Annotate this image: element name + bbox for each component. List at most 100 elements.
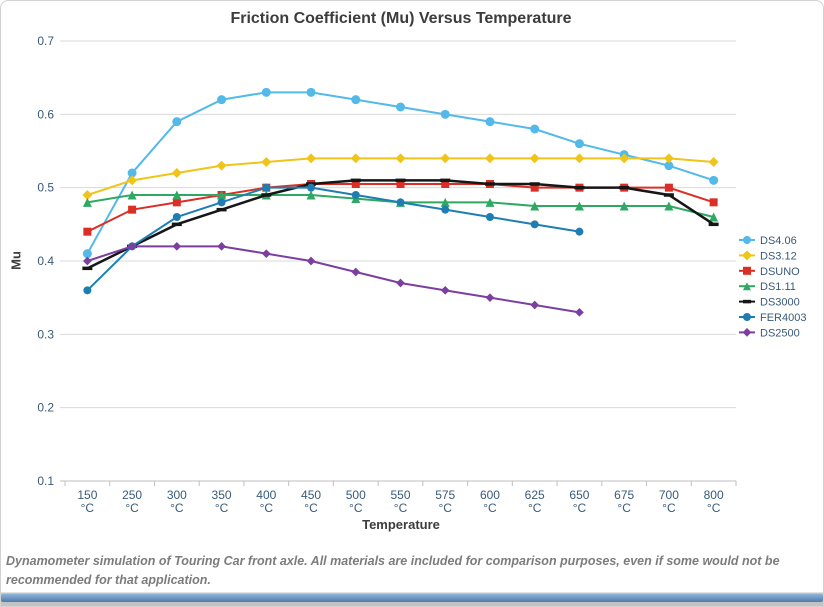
dash-marker — [82, 266, 93, 271]
diamond-marker — [574, 153, 585, 164]
circle-marker — [217, 95, 227, 105]
diamond-marker — [742, 328, 752, 337]
legend-item-DS1.11: DS1.11 — [739, 281, 796, 293]
diamond-marker — [619, 153, 630, 164]
diamond-marker — [217, 241, 226, 251]
y-tick-label: 0.6 — [37, 107, 54, 121]
square-marker — [396, 180, 405, 188]
circle-marker — [396, 198, 405, 207]
x-tick-label: 700 °C — [659, 488, 679, 515]
series-FER4003 — [83, 183, 584, 295]
square-marker — [83, 227, 92, 236]
legend-label: FER4003 — [760, 312, 806, 324]
horizontal-scrollbar[interactable] — [1, 594, 823, 602]
series-line — [87, 245, 580, 314]
diamond-marker — [440, 153, 451, 164]
square-marker — [664, 183, 673, 192]
x-tick-label: 150 °C — [77, 488, 97, 515]
triangle-marker — [172, 190, 182, 200]
diamond-marker — [529, 153, 540, 164]
circle-marker — [217, 198, 226, 207]
diamond-marker — [742, 250, 752, 261]
diamond-marker — [261, 157, 272, 167]
dash-marker — [743, 299, 751, 304]
legend-item-FER4003: FER4003 — [739, 312, 806, 324]
triangle-marker — [530, 201, 540, 211]
diamond-marker — [350, 153, 361, 164]
circle-marker — [307, 183, 316, 192]
diamond-marker — [395, 153, 406, 164]
diamond-marker — [396, 278, 405, 288]
square-marker — [743, 266, 751, 275]
x-tick-label: 575 °C — [435, 488, 455, 515]
dash-marker — [171, 222, 182, 227]
triangle-marker — [485, 197, 495, 207]
dash-marker — [529, 182, 540, 186]
series-DS3000 — [82, 178, 719, 271]
dash-marker — [574, 185, 585, 190]
circle-marker — [485, 213, 494, 221]
diamond-marker — [440, 285, 450, 295]
x-tick-label: 600 °C — [480, 488, 500, 515]
legend-item-DSUNO: DSUNO — [739, 266, 800, 278]
legend-item-DS4.06: DS4.06 — [739, 235, 797, 247]
dash-marker — [261, 193, 272, 197]
circle-marker — [172, 213, 181, 221]
series-lines — [82, 87, 719, 317]
x-axis-title: Temperature — [362, 517, 440, 532]
y-tick-label: 0.3 — [37, 327, 54, 341]
triangle-marker — [306, 190, 316, 200]
circle-marker — [306, 87, 316, 97]
circle-marker — [261, 87, 271, 97]
circle-marker — [575, 227, 584, 236]
circle-marker — [82, 249, 92, 259]
triangle-marker — [574, 201, 584, 211]
legend-label: DS4.06 — [760, 235, 797, 247]
triangle-marker — [217, 190, 227, 200]
circle-marker — [441, 205, 450, 214]
diamond-marker — [530, 300, 540, 310]
diamond-marker — [172, 241, 182, 251]
legend-label: DS1.11 — [760, 281, 796, 293]
circle-marker — [396, 102, 405, 112]
x-tick-label: 250 °C — [122, 488, 142, 515]
square-marker — [351, 180, 360, 188]
circle-marker — [172, 117, 182, 127]
triangle-marker — [743, 282, 751, 291]
axes: 150 °C 250 °C 300 °C 350 °C 400 °C 450 °C 500 °C 550 °C… — [60, 480, 737, 515]
square-marker — [128, 205, 137, 214]
y-axis-title: Mu — [8, 251, 24, 270]
x-tick-label: 400 °C — [256, 488, 276, 515]
diamond-marker — [351, 267, 361, 277]
diamond-marker — [82, 190, 93, 200]
triangle-marker — [619, 201, 629, 211]
diamond-marker — [261, 249, 271, 259]
legend-item-DS3000: DS3000 — [739, 297, 800, 309]
circle-marker — [83, 286, 92, 295]
circle-marker — [351, 95, 361, 105]
x-tick-label: 675 °C — [614, 488, 634, 515]
x-tick-label: 500 °C — [346, 488, 366, 515]
x-tick-label: 625 °C — [525, 488, 545, 515]
circle-marker — [262, 183, 271, 192]
chart-title: Friction Coefficient (Mu) Versus Tempera… — [230, 10, 572, 27]
circle-marker — [127, 168, 137, 178]
diamond-marker — [485, 153, 495, 164]
y-tick-label: 0.4 — [37, 254, 54, 268]
diamond-marker — [171, 168, 182, 178]
x-tick-label: 550 °C — [390, 488, 410, 515]
legend-label: DS3.12 — [760, 250, 797, 262]
triangle-marker — [440, 197, 450, 207]
dash-marker — [216, 207, 227, 212]
window-bottom-edge — [1, 592, 823, 606]
circle-marker — [743, 313, 751, 321]
diamond-marker — [83, 256, 92, 266]
triangle-marker — [709, 212, 719, 222]
diamond-marker — [575, 307, 584, 317]
dash-marker — [619, 185, 630, 190]
y-tick-label: 0.1 — [37, 474, 54, 488]
dash-marker — [440, 178, 451, 183]
triangle-marker — [127, 190, 137, 200]
dash-marker — [663, 193, 674, 197]
dash-marker — [484, 182, 495, 186]
